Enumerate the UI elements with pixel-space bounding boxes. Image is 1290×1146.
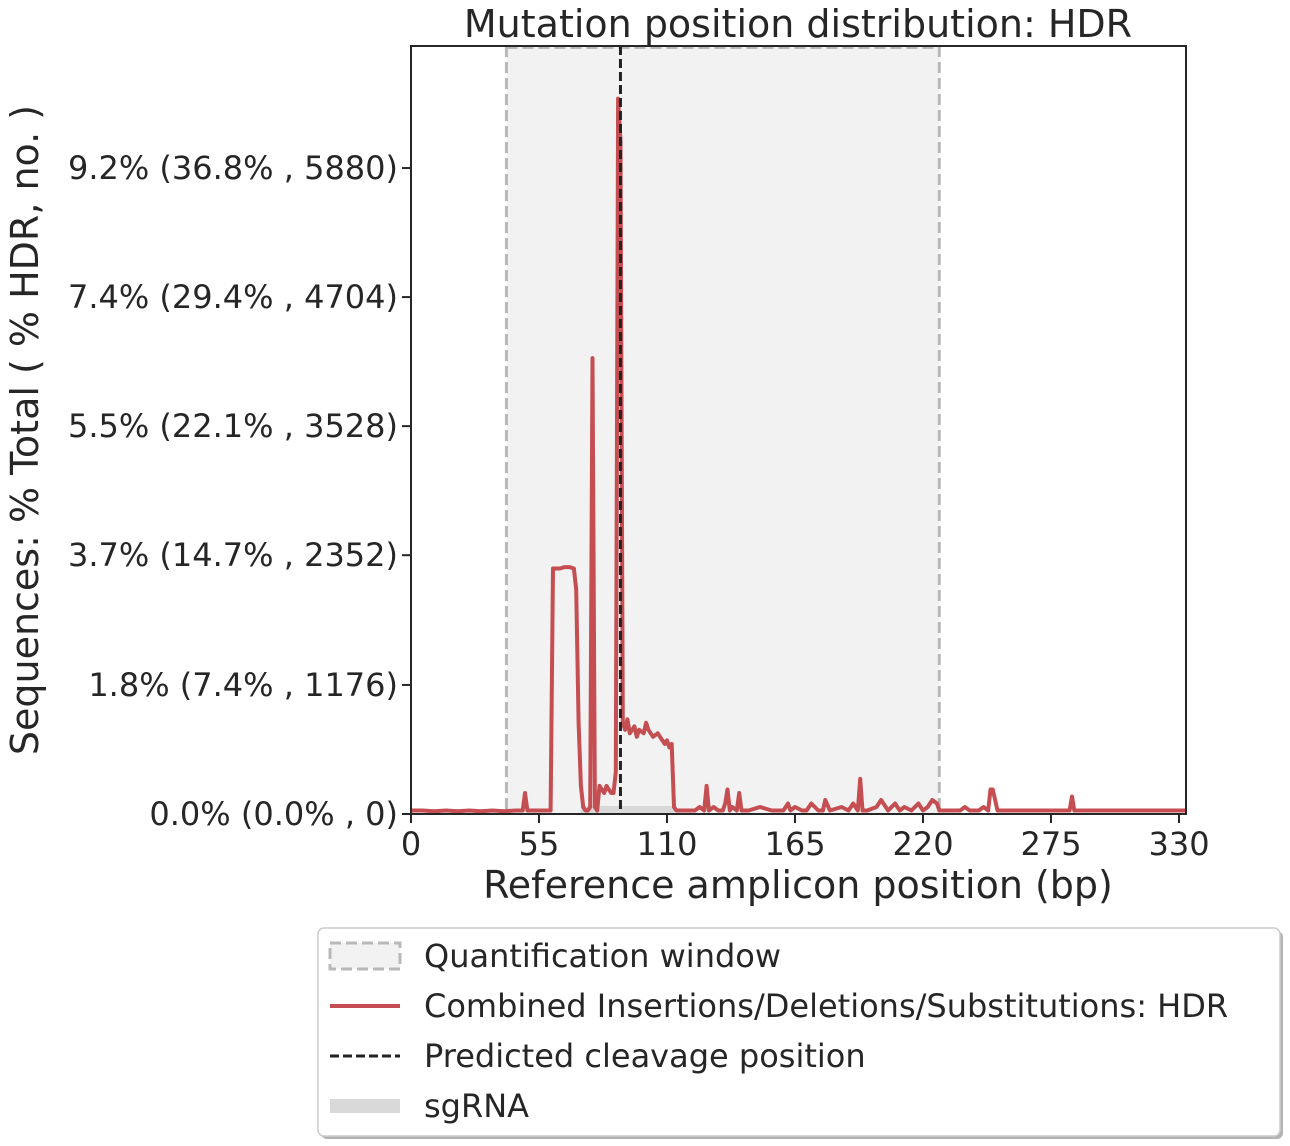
- legend-label: Combined Insertions/Deletions/Substituti…: [424, 987, 1228, 1025]
- legend-swatch-window: [328, 941, 402, 971]
- series-line-hdr: [411, 96, 1186, 814]
- x-tick-label: 110: [636, 825, 697, 863]
- chart-title: Mutation position distribution: HDR: [464, 2, 1132, 46]
- y-tick-label: 0.0% (0.0% , 0): [149, 795, 398, 833]
- axes: 0 55 110 165 220 275 330 0.0% (0.0% , 0) 1.8% (7…: [68, 45, 1210, 863]
- legend-label: Quantification window: [424, 937, 781, 975]
- y-tick-label: 5.5% (22.1% , 3528): [68, 407, 398, 445]
- x-tick-label: 330: [1148, 825, 1209, 863]
- x-tick-label: 275: [1020, 825, 1081, 863]
- x-tick-label: 55: [519, 825, 560, 863]
- x-tick-label: 165: [764, 825, 825, 863]
- x-tick-label: 0: [401, 825, 421, 863]
- plot-area: [411, 46, 1186, 814]
- plot-frame: [410, 45, 1187, 815]
- legend: Quantification window Combined Insertions…: [317, 927, 1283, 1139]
- sgrna-band: [580, 806, 674, 814]
- legend-box: [317, 927, 1281, 1137]
- legend-label: Predicted cleavage position: [424, 1037, 866, 1075]
- y-tick-label: 7.4% (29.4% , 4704): [68, 278, 398, 316]
- y-axis-label: Sequences: % Total ( % HDR, no. ): [3, 105, 47, 755]
- y-tick-label: 1.8% (7.4% , 1176): [88, 666, 398, 704]
- x-axis-label: Reference amplicon position (bp): [483, 863, 1113, 907]
- legend-label: sgRNA: [424, 1087, 529, 1125]
- legend-swatch-sgrna: [330, 1099, 400, 1113]
- y-tick-label: 9.2% (36.8% , 5880): [68, 149, 398, 187]
- quantification-window: [506, 46, 940, 814]
- y-tick-label: 3.7% (14.7% , 2352): [68, 536, 398, 574]
- x-tick-label: 220: [892, 825, 953, 863]
